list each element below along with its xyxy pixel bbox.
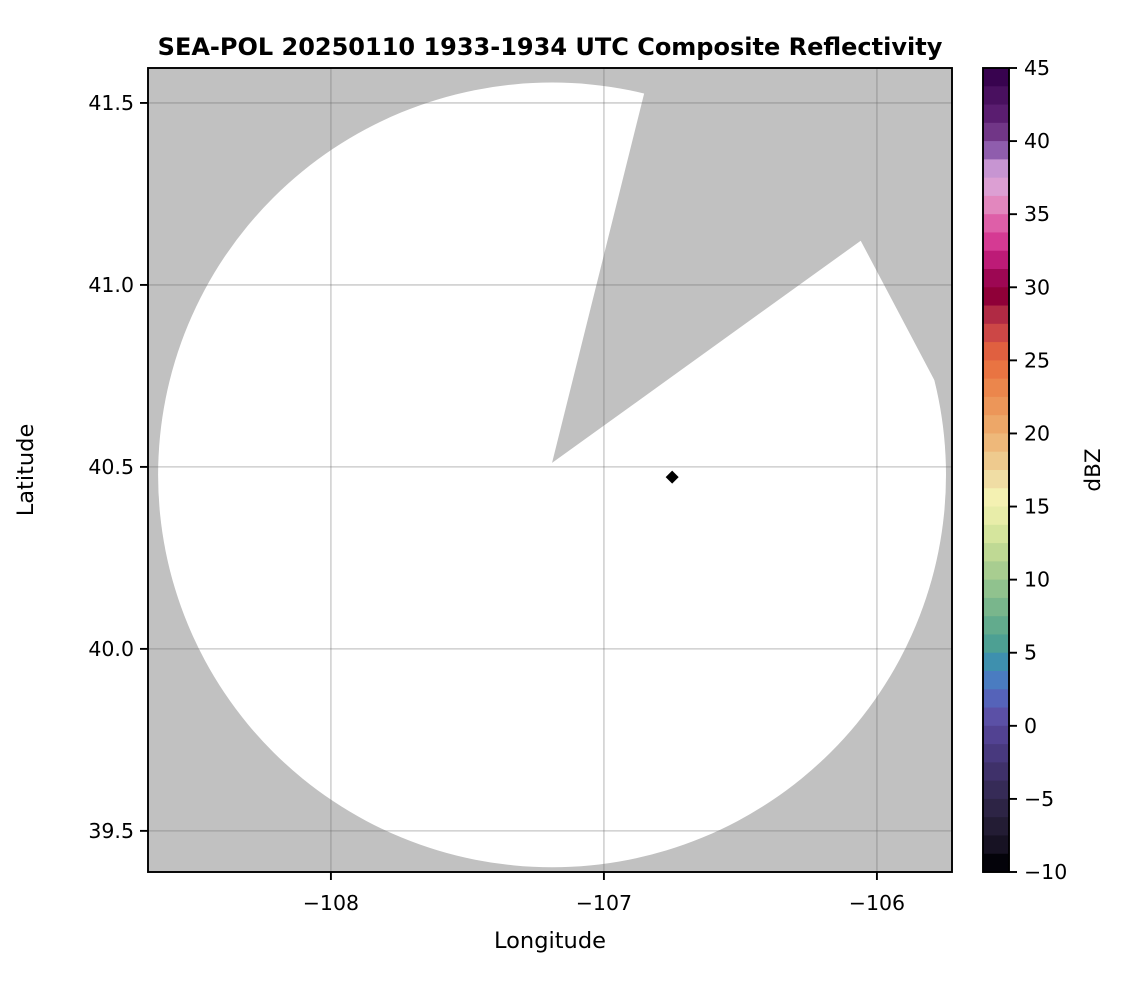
colorbar-band [983,177,1009,197]
colorbar-tick-label: 0 [1024,714,1037,738]
colorbar: 45 40 35 30 25 20 15 10 5 0 −5 −10 [982,56,1067,884]
colorbar-band [983,835,1009,855]
y-tick-label: 40.0 [88,637,134,661]
colorbar-band [983,597,1009,617]
colorbar-tick-label: 20 [1024,421,1050,445]
colorbar-band [983,543,1009,563]
colorbar-tick-label: −5 [1024,787,1054,811]
colorbar-band [983,122,1009,142]
colorbar-band [983,561,1009,581]
colorbar-tick-label: 15 [1024,495,1050,519]
y-tick-label: 41.5 [88,91,134,115]
x-tick-label: −106 [849,891,905,915]
colorbar-band [983,652,1009,672]
missing-data-sector [552,68,952,463]
colorbar-tick-label: 5 [1024,641,1037,665]
y-tick-label: 40.5 [88,455,134,479]
colorbar-tick-label: 40 [1024,129,1050,153]
y-axis-label: Latitude [13,424,39,517]
chart-title: SEA-POL 20250110 1933-1934 UTC Composite… [158,33,943,61]
colorbar-tick-label: 10 [1024,568,1050,592]
axes-spines [147,67,953,873]
colorbar-tick-label: 25 [1024,348,1050,372]
colorbar-band [983,360,1009,380]
colorbar-band [983,232,1009,252]
colorbar-band [983,396,1009,416]
colorbar-band [983,287,1009,307]
colorbar-band [983,853,1009,873]
colorbar-band [983,451,1009,471]
colorbar-tick-label: 35 [1024,202,1050,226]
y-tick-label: 39.5 [88,819,134,843]
colorbar-band [983,141,1009,161]
colorbar-band [983,68,1009,87]
colorbar-band [983,104,1009,124]
colorbar-band [983,214,1009,234]
colorbar-band [983,634,1009,654]
colorbar-band [983,707,1009,727]
colorbar-band [983,86,1009,106]
colorbar-band [983,671,1009,690]
marker-layer [665,470,679,484]
colorbar-band [983,323,1009,343]
colorbar-band [983,744,1009,764]
y-tick-label: 41.0 [88,273,134,297]
colorbar-band [983,195,1009,215]
colorbar-band [983,725,1009,745]
grid-layer [148,68,952,872]
colorbar-band [983,305,1009,325]
colorbar-band [983,762,1009,782]
colorbar-band [983,378,1009,398]
colorbar-outline [982,67,1010,873]
colorbar-band [983,689,1009,709]
colorbar-band [983,798,1009,818]
x-tick-label: −107 [576,891,632,915]
colorbar-tick-label: 45 [1024,56,1050,80]
colorbar-label: dBZ [1081,448,1106,491]
colorbar-band [983,342,1009,362]
colorbar-band [983,415,1009,435]
colorbar-band [983,817,1009,837]
radar-coverage-group [158,68,952,868]
colorbar-tick-label: −10 [1024,860,1067,884]
colorbar-tick-label: 30 [1024,275,1050,299]
colorbar-band [983,470,1009,489]
x-axis-label: Longitude [494,928,606,954]
colorbar-band [983,506,1009,526]
axes-frame-layer [147,67,953,873]
x-axis-ticks: −108 −107 −106 [303,872,905,915]
colorbar-band [983,616,1009,636]
map-layer [148,68,952,872]
site-marker-diamond [665,470,679,484]
x-tick-label: −108 [303,891,359,915]
colorbar-band [983,524,1009,544]
y-axis-ticks: 41.5 41.0 40.5 40.0 39.5 [88,91,148,843]
colorbar-band [983,579,1009,599]
colorbar-band [983,159,1009,179]
colorbar-band [983,250,1009,270]
colorbar-band [983,269,1009,288]
colorbar-band [983,780,1009,800]
colorbar-band [983,488,1009,508]
colorbar-band [983,433,1009,453]
